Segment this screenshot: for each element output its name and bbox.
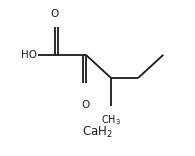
Text: O: O (51, 9, 59, 19)
Text: O: O (82, 100, 90, 110)
Text: CH$_3$: CH$_3$ (101, 114, 121, 127)
Text: CaH$_2$: CaH$_2$ (82, 124, 113, 140)
Text: HO: HO (20, 50, 36, 60)
